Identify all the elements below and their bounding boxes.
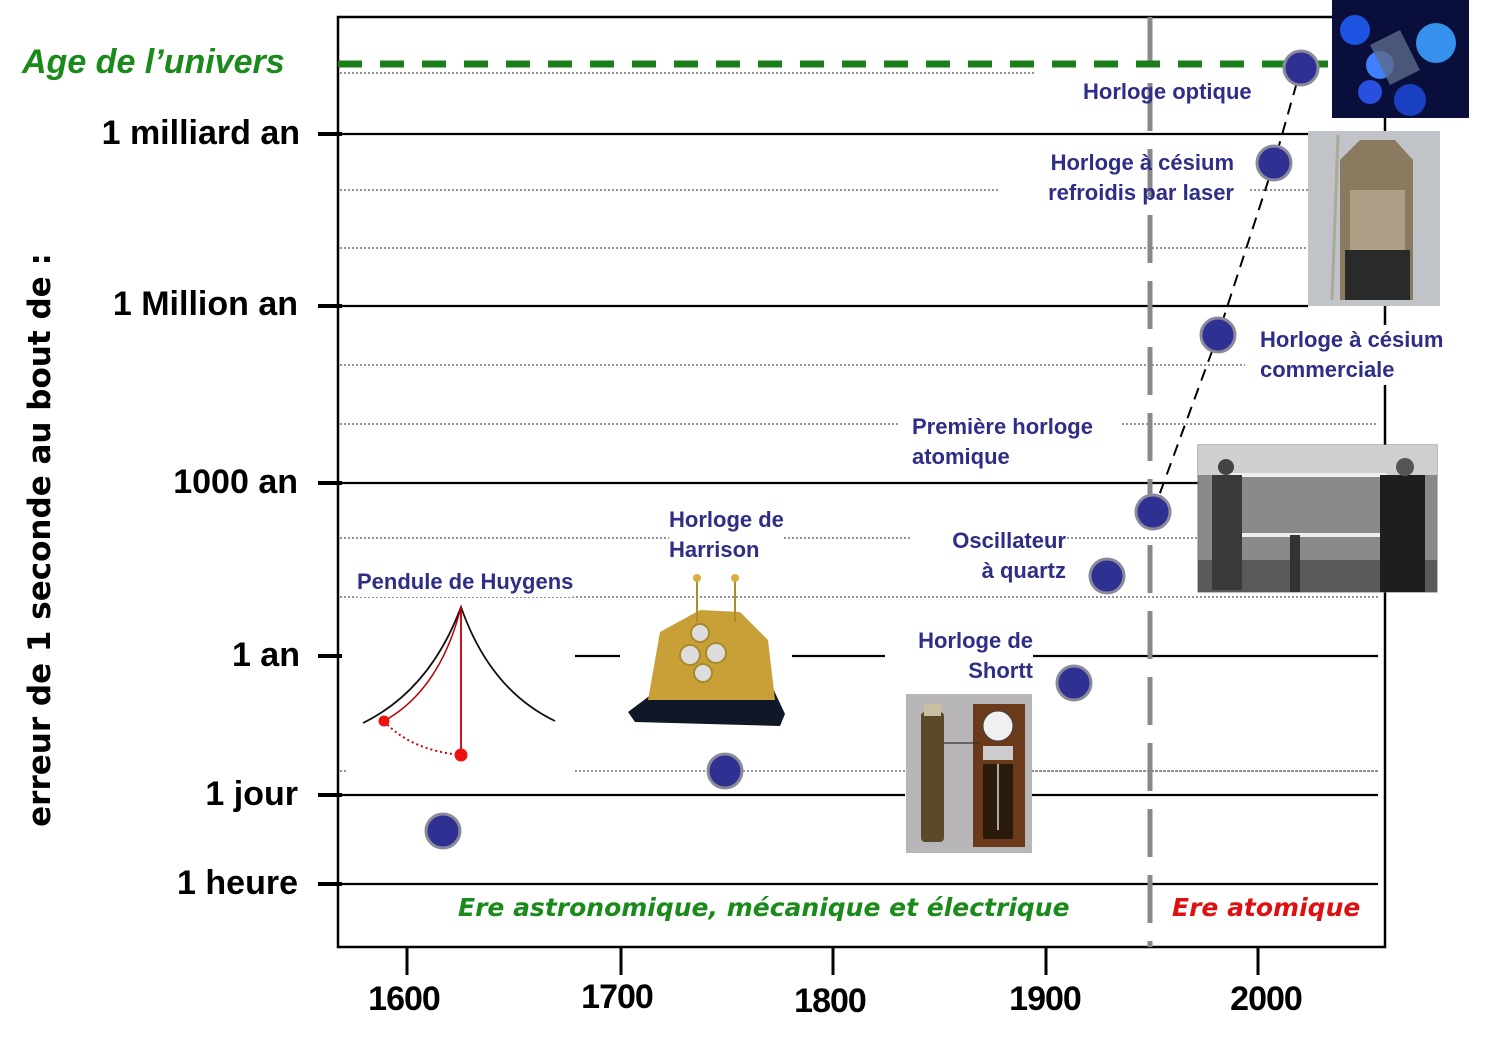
label-cesium-commercial: Horloge à césium commerciale (1260, 325, 1444, 385)
y-label-milliard: 1 milliard an (101, 114, 300, 152)
label-shortt: Horloge de Shortt (901, 626, 1033, 686)
label-huygens: Pendule de Huygens (357, 567, 574, 597)
point-optical[interactable] (1282, 49, 1320, 87)
label-optical: Horloge optique (1083, 79, 1252, 104)
y-label-1an: 1 an (231, 636, 300, 674)
label-harrison-line2: Harrison (669, 537, 760, 562)
label-shortt-line2: Shortt (968, 658, 1033, 683)
label-cesium-laser: Horloge à césium refroidis par laser (1020, 148, 1234, 208)
era-classical-label: Ere astronomique, mécanique et électriqu… (458, 893, 1070, 922)
label-quartz: Oscillateur à quartz (930, 526, 1066, 586)
optical-clock-photo (1332, 0, 1469, 118)
label-shortt-line1: Horloge de (918, 628, 1033, 653)
point-cesium-laser[interactable] (1255, 144, 1293, 182)
x-ticks (405, 947, 1260, 975)
y-label-heure: 1 heure (177, 864, 298, 902)
y-label-1000: 1000 an (173, 463, 298, 501)
y-label-jour: 1 jour (205, 775, 298, 813)
cesium-fountain-photo (1308, 131, 1440, 306)
point-cesium-commercial[interactable] (1199, 316, 1237, 354)
label-harrison: Horloge de Harrison (669, 505, 784, 565)
y-axis-title: erreur de 1 seconde au bout de : (22, 253, 58, 827)
huygens-pendulum-illustration (362, 604, 556, 762)
y-label-million: 1 Million an (112, 285, 298, 323)
minor-gridlines (340, 72, 1378, 772)
point-quartz[interactable] (1088, 557, 1126, 595)
harrison-clock-illustration (628, 574, 785, 726)
x-label-1800: 1800 (794, 982, 867, 1020)
point-harrison[interactable] (706, 752, 744, 790)
label-first-atomic-line1: Première horloge (912, 412, 1097, 442)
major-gridlines (338, 132, 1378, 886)
shortt-clock-illustration (906, 694, 1032, 853)
x-label-1600: 1600 (368, 980, 441, 1018)
point-shortt[interactable] (1055, 664, 1093, 702)
label-quartz-line1: Oscillateur (952, 528, 1066, 553)
label-cesium-laser-line2: refroidis par laser (1048, 180, 1234, 205)
point-huygens[interactable] (424, 812, 462, 850)
label-quartz-line2: à quartz (981, 558, 1066, 583)
label-harrison-line1: Horloge de (669, 507, 784, 532)
data-points (424, 49, 1320, 850)
point-first-atomic[interactable] (1134, 493, 1172, 531)
x-label-2000: 2000 (1230, 980, 1303, 1018)
x-label-1700: 1700 (581, 978, 654, 1016)
label-cesium-laser-line1: Horloge à césium (1050, 150, 1234, 175)
label-first-atomic-line2: atomique (912, 444, 1010, 469)
label-first-atomic: Première horloge atomique (912, 412, 1097, 472)
label-cesium-commercial-line2: commerciale (1260, 357, 1395, 382)
first-atomic-clock-photo (1197, 444, 1438, 593)
universe-age-label: Age de l’univers (22, 43, 285, 81)
era-atomic-label: Ere atomique (1172, 893, 1361, 922)
label-cesium-commercial-line1: Horloge à césium (1260, 327, 1444, 352)
x-label-1900: 1900 (1009, 980, 1082, 1018)
